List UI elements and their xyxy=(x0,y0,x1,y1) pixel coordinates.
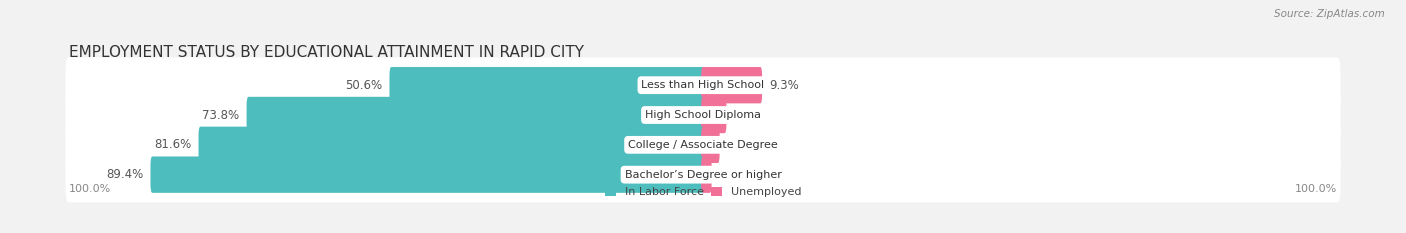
FancyBboxPatch shape xyxy=(66,117,1340,173)
Text: Bachelor’s Degree or higher: Bachelor’s Degree or higher xyxy=(624,170,782,180)
FancyBboxPatch shape xyxy=(66,147,1340,202)
FancyBboxPatch shape xyxy=(66,58,1340,113)
Text: 50.6%: 50.6% xyxy=(344,79,382,92)
FancyBboxPatch shape xyxy=(702,67,762,103)
Text: 1.1%: 1.1% xyxy=(718,168,749,181)
Text: 100.0%: 100.0% xyxy=(1295,184,1337,194)
FancyBboxPatch shape xyxy=(246,97,704,133)
FancyBboxPatch shape xyxy=(150,157,704,193)
FancyBboxPatch shape xyxy=(702,97,727,133)
FancyBboxPatch shape xyxy=(198,127,704,163)
FancyBboxPatch shape xyxy=(66,87,1340,143)
Text: 3.5%: 3.5% xyxy=(734,109,763,121)
FancyBboxPatch shape xyxy=(389,67,704,103)
Text: 100.0%: 100.0% xyxy=(69,184,111,194)
FancyBboxPatch shape xyxy=(702,157,711,193)
Text: Source: ZipAtlas.com: Source: ZipAtlas.com xyxy=(1274,9,1385,19)
Text: EMPLOYMENT STATUS BY EDUCATIONAL ATTAINMENT IN RAPID CITY: EMPLOYMENT STATUS BY EDUCATIONAL ATTAINM… xyxy=(69,45,583,60)
Text: College / Associate Degree: College / Associate Degree xyxy=(628,140,778,150)
Legend: In Labor Force, Unemployed: In Labor Force, Unemployed xyxy=(605,187,801,197)
Text: 81.6%: 81.6% xyxy=(153,138,191,151)
Text: 89.4%: 89.4% xyxy=(105,168,143,181)
Text: High School Diploma: High School Diploma xyxy=(645,110,761,120)
Text: 9.3%: 9.3% xyxy=(769,79,799,92)
FancyBboxPatch shape xyxy=(702,127,720,163)
Text: 2.4%: 2.4% xyxy=(727,138,756,151)
Text: Less than High School: Less than High School xyxy=(641,80,765,90)
Text: 73.8%: 73.8% xyxy=(202,109,239,121)
